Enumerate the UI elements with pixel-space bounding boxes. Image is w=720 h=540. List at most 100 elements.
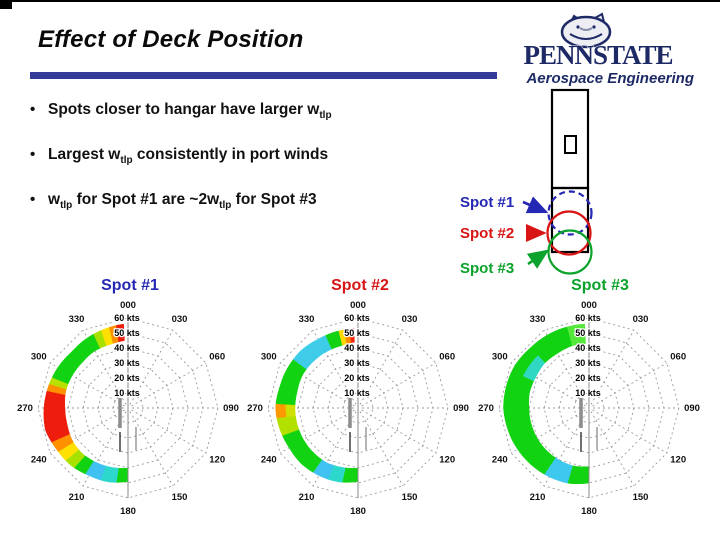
pennstate-logo: PENNSTATE bbox=[523, 12, 674, 71]
svg-text:330: 330 bbox=[69, 314, 85, 325]
svg-text:10 kts: 10 kts bbox=[575, 388, 601, 398]
polar-chart-spot2: 000 030 060 090 120 150 180 210 240 270 300 330 10 k… bbox=[238, 296, 478, 540]
bullet-text: wtlp for Spot #1 are ~2wtlp for Spot #3 bbox=[48, 191, 317, 212]
svg-text:120: 120 bbox=[670, 455, 686, 466]
bullet-dot: • bbox=[30, 146, 36, 164]
bullet-item: • Largest wtlp consistently in port winds bbox=[30, 145, 460, 166]
chart3-title: Spot #3 bbox=[571, 277, 629, 294]
svg-text:120: 120 bbox=[439, 455, 455, 466]
svg-text:300: 300 bbox=[261, 352, 277, 363]
ship-marker bbox=[348, 398, 367, 452]
lion-head-icon bbox=[560, 12, 612, 49]
bullet-dot: • bbox=[30, 101, 36, 118]
svg-text:180: 180 bbox=[581, 506, 597, 517]
polar-chart-svg: 000 030 060 090 120 150 180 210 240 270 300 330 10 k… bbox=[16, 299, 240, 518]
svg-text:50 kts: 50 kts bbox=[575, 328, 601, 338]
svg-text:300: 300 bbox=[492, 352, 508, 363]
polar-chart-svg: 000 030 060 090 120 150 180 210 240 270 300 330 10 k… bbox=[477, 299, 701, 518]
svg-text:090: 090 bbox=[453, 403, 469, 414]
axis-labels: 000 030 060 090 120 150 180 210 240 270 300 330 10 k… bbox=[477, 299, 701, 518]
chart2-title: Spot #2 bbox=[331, 277, 389, 294]
spot1-label: Spot #1 bbox=[460, 194, 514, 211]
spot2-label: Spot #2 bbox=[460, 225, 514, 242]
svg-text:40 kts: 40 kts bbox=[344, 343, 370, 353]
svg-text:030: 030 bbox=[633, 314, 649, 325]
spot2-circle bbox=[546, 210, 592, 256]
svg-text:240: 240 bbox=[492, 455, 508, 466]
svg-text:50 kts: 50 kts bbox=[344, 328, 370, 338]
bullet-dot: • bbox=[30, 191, 36, 209]
wordmark-text: PENNSTATE bbox=[523, 40, 672, 70]
bullet-text: Spots closer to hangar have larger wtlp bbox=[48, 101, 332, 122]
deck-position-diagram: Spot #1 Spot #2 Spot #3 bbox=[460, 88, 593, 277]
wtlp-band bbox=[275, 328, 359, 483]
svg-text:150: 150 bbox=[402, 492, 418, 503]
spot1-arrow bbox=[522, 196, 549, 214]
svg-text:30 kts: 30 kts bbox=[344, 358, 370, 368]
polar-chart-spot3: 000 030 060 090 120 150 180 210 240 270 300 330 10 k… bbox=[469, 296, 709, 540]
ship-marker bbox=[579, 398, 598, 452]
department-name: Aerospace Engineering bbox=[526, 70, 694, 87]
svg-text:20 kts: 20 kts bbox=[344, 373, 370, 383]
svg-text:30 kts: 30 kts bbox=[575, 358, 601, 368]
svg-text:210: 210 bbox=[299, 492, 315, 503]
svg-text:330: 330 bbox=[299, 314, 315, 325]
page-title: Effect of Deck Position bbox=[38, 26, 304, 53]
svg-text:000: 000 bbox=[120, 300, 136, 311]
svg-text:40 kts: 40 kts bbox=[575, 343, 601, 353]
svg-text:060: 060 bbox=[670, 352, 686, 363]
svg-text:20 kts: 20 kts bbox=[114, 373, 140, 383]
svg-text:210: 210 bbox=[530, 492, 546, 503]
svg-text:000: 000 bbox=[581, 300, 597, 311]
ship-deck-rect bbox=[550, 186, 590, 254]
svg-text:10 kts: 10 kts bbox=[344, 388, 370, 398]
svg-text:150: 150 bbox=[633, 492, 649, 503]
svg-text:090: 090 bbox=[223, 403, 239, 414]
svg-text:300: 300 bbox=[31, 352, 47, 363]
bullet-text: Largest wtlp consistently in port winds bbox=[48, 146, 329, 167]
svg-text:50 kts: 50 kts bbox=[114, 328, 140, 338]
title-divider bbox=[30, 72, 497, 79]
ship-hangar-rect bbox=[550, 88, 590, 190]
svg-text:30 kts: 30 kts bbox=[114, 358, 140, 368]
svg-text:090: 090 bbox=[684, 403, 700, 414]
svg-text:120: 120 bbox=[209, 455, 225, 466]
wtlp-band bbox=[503, 323, 590, 485]
svg-text:270: 270 bbox=[478, 403, 494, 414]
svg-text:240: 240 bbox=[261, 455, 277, 466]
svg-text:030: 030 bbox=[402, 314, 418, 325]
spot3-arrow bbox=[526, 249, 550, 269]
svg-text:180: 180 bbox=[350, 506, 366, 517]
polar-chart-svg: 000 030 060 090 120 150 180 210 240 270 300 330 10 k… bbox=[246, 299, 470, 518]
bullet-item: • Spots closer to hangar have larger wtlp bbox=[30, 100, 460, 121]
svg-text:270: 270 bbox=[247, 403, 263, 414]
bullet-item: • wtlp for Spot #1 are ~2wtlp for Spot #3 bbox=[30, 190, 460, 211]
svg-text:030: 030 bbox=[172, 314, 188, 325]
axis-labels: 000 030 060 090 120 150 180 210 240 270 300 330 10 k… bbox=[246, 299, 470, 518]
svg-text:060: 060 bbox=[209, 352, 225, 363]
corner-mark bbox=[0, 0, 12, 9]
svg-text:270: 270 bbox=[17, 403, 33, 414]
svg-text:60 kts: 60 kts bbox=[575, 313, 601, 323]
svg-text:10 kts: 10 kts bbox=[114, 388, 140, 398]
bullet-list: • Spots closer to hangar have larger wtlp… bbox=[30, 100, 460, 235]
ship-marker bbox=[118, 398, 137, 452]
svg-text:20 kts: 20 kts bbox=[575, 373, 601, 383]
top-edge-line bbox=[0, 0, 720, 2]
chart1-title: Spot #1 bbox=[101, 277, 159, 294]
polar-chart-spot1: 000 030 060 090 120 150 180 210 240 270 300 330 10 k… bbox=[8, 296, 248, 540]
hangar-door-rect bbox=[564, 135, 577, 154]
svg-text:240: 240 bbox=[31, 455, 47, 466]
spot1-circle bbox=[547, 190, 593, 236]
wtlp-band bbox=[43, 323, 129, 483]
axis-labels: 000 030 060 090 120 150 180 210 240 270 300 330 10 k… bbox=[16, 299, 240, 518]
svg-text:60 kts: 60 kts bbox=[114, 313, 140, 323]
svg-text:210: 210 bbox=[69, 492, 85, 503]
svg-text:40 kts: 40 kts bbox=[114, 343, 140, 353]
svg-text:150: 150 bbox=[172, 492, 188, 503]
svg-text:000: 000 bbox=[350, 300, 366, 311]
svg-text:060: 060 bbox=[439, 352, 455, 363]
spot3-label: Spot #3 bbox=[460, 260, 514, 277]
svg-text:180: 180 bbox=[120, 506, 136, 517]
